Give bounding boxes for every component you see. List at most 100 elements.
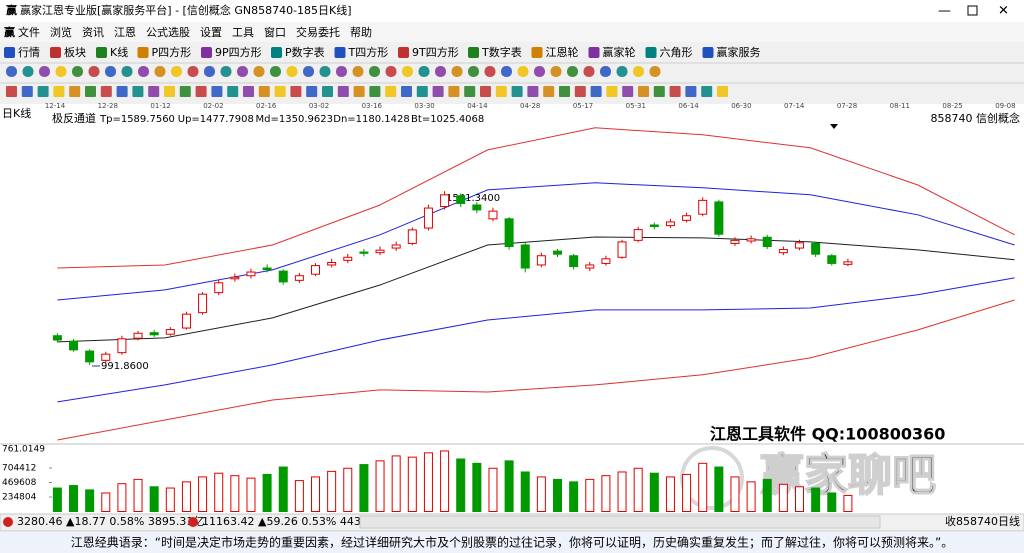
toolbar-icon[interactable] xyxy=(137,47,149,58)
tool-icon[interactable] xyxy=(401,86,412,97)
tool-icon[interactable] xyxy=(69,86,81,97)
minimize-button[interactable]: — xyxy=(938,4,951,19)
menu-item[interactable]: 浏览 xyxy=(50,25,72,39)
tool-icon[interactable] xyxy=(270,66,281,77)
toolbar-icon[interactable] xyxy=(334,47,346,58)
tool-icon[interactable] xyxy=(468,66,479,77)
tool-icon[interactable] xyxy=(258,86,270,97)
tool-icon[interactable] xyxy=(132,86,144,97)
tool-icon[interactable] xyxy=(319,66,331,77)
toolbar-icon[interactable] xyxy=(588,47,600,58)
tool-icon[interactable] xyxy=(653,86,665,97)
tool-icon[interactable] xyxy=(511,86,523,97)
tool-icon[interactable] xyxy=(638,86,649,97)
tool-icon[interactable] xyxy=(385,66,397,77)
tool-icon[interactable] xyxy=(121,66,133,77)
tool-icon[interactable] xyxy=(39,66,50,77)
tool-icon[interactable] xyxy=(6,66,17,77)
tool-icon[interactable] xyxy=(517,66,529,77)
tool-icon[interactable] xyxy=(432,86,444,97)
tool-icon[interactable] xyxy=(369,86,381,97)
toolbar-button[interactable]: T四方形 xyxy=(348,45,389,59)
tool-icon[interactable] xyxy=(171,66,182,77)
tool-icon[interactable] xyxy=(534,66,545,77)
tool-icon[interactable] xyxy=(337,86,349,97)
menu-item[interactable]: 设置 xyxy=(200,26,222,39)
tool-icon[interactable] xyxy=(451,66,463,77)
tool-icon[interactable] xyxy=(100,86,112,97)
tool-icon[interactable] xyxy=(484,66,496,77)
tool-icon[interactable] xyxy=(148,86,160,97)
tool-icon[interactable] xyxy=(352,66,364,77)
tool-icon[interactable] xyxy=(88,66,100,77)
tool-icon[interactable] xyxy=(480,86,491,97)
toolbar-button[interactable]: 9T四方形 xyxy=(412,45,459,59)
tool-icon[interactable] xyxy=(600,66,611,77)
toolbar-button[interactable]: P数字表 xyxy=(285,45,325,59)
toolbar-icon[interactable] xyxy=(702,47,714,58)
tool-icon[interactable] xyxy=(583,66,595,77)
tool-icon[interactable] xyxy=(622,86,634,97)
tool-icon[interactable] xyxy=(435,66,446,77)
tool-icon[interactable] xyxy=(286,66,298,77)
tool-icon[interactable] xyxy=(495,86,507,97)
tool-icon[interactable] xyxy=(567,66,578,77)
tool-icon[interactable] xyxy=(633,66,644,77)
toolbar-icon[interactable] xyxy=(271,47,282,58)
tool-icon[interactable] xyxy=(227,86,239,97)
tool-icon[interactable] xyxy=(448,86,460,97)
toolbar-button[interactable]: 赢家服务 xyxy=(717,45,761,59)
tool-icon[interactable] xyxy=(53,86,65,97)
tool-icon[interactable] xyxy=(590,86,602,97)
tool-icon[interactable] xyxy=(179,86,191,97)
tool-icon[interactable] xyxy=(402,66,413,77)
tool-icon[interactable] xyxy=(701,86,713,97)
tool-icon[interactable] xyxy=(550,66,562,77)
tool-icon[interactable] xyxy=(37,86,49,97)
menu-item[interactable]: 文件 xyxy=(18,25,40,39)
toolbar-icon[interactable] xyxy=(531,47,543,58)
menu-item[interactable]: 交易委托 xyxy=(296,25,340,39)
tool-icon[interactable] xyxy=(21,86,33,97)
tool-icon[interactable] xyxy=(85,86,96,97)
tool-icon[interactable] xyxy=(72,66,83,77)
toolbar-button[interactable]: 行情 xyxy=(18,46,40,59)
tool-icon[interactable] xyxy=(243,86,254,97)
tool-icon[interactable] xyxy=(669,86,681,97)
menu-item[interactable]: 资讯 xyxy=(82,26,104,39)
toolbar-icon[interactable] xyxy=(645,47,657,58)
menu-item[interactable]: 公式选股 xyxy=(146,26,190,39)
tool-icon[interactable] xyxy=(353,86,365,97)
toolbar-button[interactable]: 六角形 xyxy=(660,46,693,59)
tool-icon[interactable] xyxy=(616,66,628,77)
tool-icon[interactable] xyxy=(416,86,428,97)
tool-icon[interactable] xyxy=(204,66,215,77)
menu-item[interactable]: 工具 xyxy=(232,26,254,39)
tool-icon[interactable] xyxy=(187,66,199,77)
toolbar-button[interactable]: 赢家轮 xyxy=(603,45,636,59)
toolbar-button[interactable]: T数字表 xyxy=(481,45,522,59)
toolbar-button[interactable]: K线 xyxy=(110,45,128,59)
tool-icon[interactable] xyxy=(55,66,67,77)
tool-icon[interactable] xyxy=(154,66,166,77)
tool-icon[interactable] xyxy=(527,86,539,97)
menu-item[interactable]: 窗口 xyxy=(264,25,286,39)
tool-icon[interactable] xyxy=(220,66,232,77)
tool-icon[interactable] xyxy=(685,86,697,97)
toolbar-button[interactable]: 江恩轮 xyxy=(546,45,579,59)
tool-icon[interactable] xyxy=(22,66,34,77)
tool-icon[interactable] xyxy=(290,86,302,97)
toolbar-icon[interactable] xyxy=(468,47,479,58)
toolbar-icon[interactable] xyxy=(4,47,15,58)
tool-icon[interactable] xyxy=(303,66,314,77)
tool-icon[interactable] xyxy=(649,66,661,77)
tool-icon[interactable] xyxy=(501,66,512,77)
tool-icon[interactable] xyxy=(237,66,248,77)
menu-item[interactable]: 帮助 xyxy=(350,25,372,39)
tool-icon[interactable] xyxy=(418,66,430,77)
tool-icon[interactable] xyxy=(369,66,380,77)
scroll-bar[interactable] xyxy=(359,515,881,529)
tool-icon[interactable] xyxy=(274,86,286,97)
toolbar-button[interactable]: 9P四方形 xyxy=(215,45,262,59)
toolbar-button[interactable]: P四方形 xyxy=(152,45,192,59)
